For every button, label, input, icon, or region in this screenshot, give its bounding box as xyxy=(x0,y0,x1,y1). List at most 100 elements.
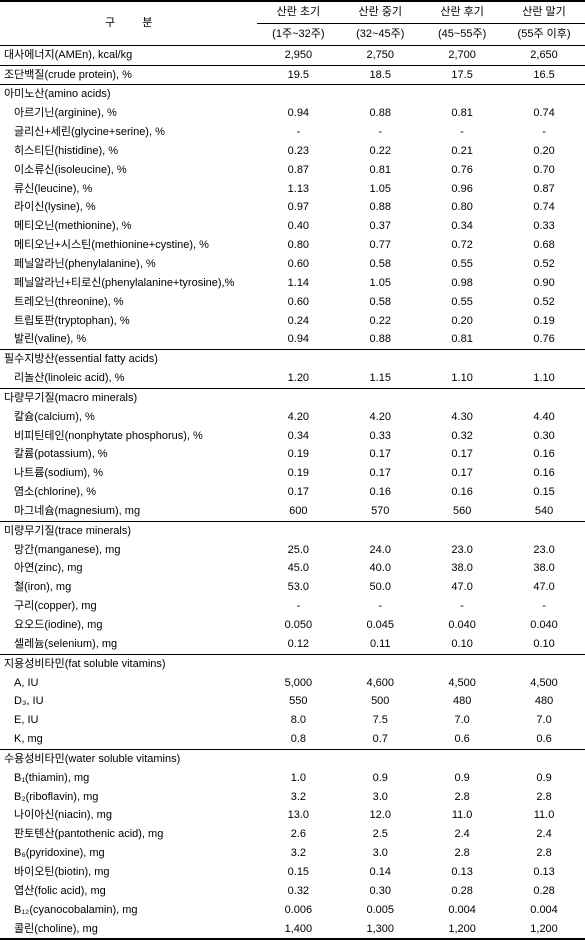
category-row: 미량무기질(trace minerals) xyxy=(0,521,585,540)
row-value: 3.2 xyxy=(257,844,339,863)
category-row: 필수지방산(essential fatty acids) xyxy=(0,350,585,369)
row-label: B₁(thiamin), mg xyxy=(0,769,257,788)
row-value: 0.96 xyxy=(421,180,503,199)
phase-title-1: 산란 중기 xyxy=(339,1,421,23)
row-value: 19.5 xyxy=(257,65,339,85)
table-row: 메티오닌+시스틴(methionine+cystine), %0.800.770… xyxy=(0,236,585,255)
row-label: E, IU xyxy=(0,711,257,730)
row-label: 조단백질(crude protein), % xyxy=(0,65,257,85)
row-value: - xyxy=(503,123,585,142)
table-row: 트립토판(tryptophan), %0.240.220.200.19 xyxy=(0,312,585,331)
row-label: 요오드(iodine), mg xyxy=(0,616,257,635)
row-value: 3.0 xyxy=(339,844,421,863)
row-value: 0.60 xyxy=(257,255,339,274)
row-label: 리놀산(linoleic acid), % xyxy=(0,369,257,388)
table-row: 나이아신(niacin), mg13.012.011.011.0 xyxy=(0,806,585,825)
row-value: 0.21 xyxy=(421,142,503,161)
row-label: 마그네슘(magnesium), mg xyxy=(0,502,257,521)
row-value: 0.32 xyxy=(421,427,503,446)
row-value: 1,200 xyxy=(421,920,503,940)
row-value: 0.004 xyxy=(503,901,585,920)
row-value: 0.6 xyxy=(421,730,503,749)
row-value: 0.20 xyxy=(503,142,585,161)
row-value: 0.050 xyxy=(257,616,339,635)
row-label: A, IU xyxy=(0,674,257,693)
row-value: 0.13 xyxy=(503,863,585,882)
row-label: B₂(riboflavin), mg xyxy=(0,788,257,807)
table-row: 칼륨(potassium), %0.190.170.170.16 xyxy=(0,445,585,464)
row-value: 0.87 xyxy=(257,161,339,180)
row-value: 2.8 xyxy=(421,844,503,863)
table-body: 대사에너지(AMEn), kcal/kg2,9502,7502,7002,650… xyxy=(0,45,585,939)
table-row: 페닐알라닌(phenylalanine), %0.600.580.550.52 xyxy=(0,255,585,274)
row-value: 0.74 xyxy=(503,104,585,123)
table-row: 발린(valine), %0.940.880.810.76 xyxy=(0,330,585,349)
category-label: 미량무기질(trace minerals) xyxy=(0,521,257,540)
row-value: 0.70 xyxy=(503,161,585,180)
table-row: 비피틴테인(nonphytate phosphorus), %0.340.330… xyxy=(0,427,585,446)
row-value: 23.0 xyxy=(503,541,585,560)
nutrition-table: 구 분 산란 초기 산란 중기 산란 후기 산란 말기 (1주~32주) (32… xyxy=(0,0,585,940)
row-value: 7.0 xyxy=(421,711,503,730)
phase-title-0: 산란 초기 xyxy=(257,1,339,23)
row-label: 트레오닌(threonine), % xyxy=(0,293,257,312)
table-row: 트레오닌(threonine), %0.600.580.550.52 xyxy=(0,293,585,312)
row-value: 0.81 xyxy=(339,161,421,180)
row-value: 2,650 xyxy=(503,45,585,65)
row-value: 12.0 xyxy=(339,806,421,825)
row-value: 0.76 xyxy=(503,330,585,349)
row-value: 0.88 xyxy=(339,104,421,123)
category-row: 지용성비타민(fat soluble vitamins) xyxy=(0,654,585,673)
table-row: 나트륨(sodium), %0.190.170.170.16 xyxy=(0,464,585,483)
row-value: 0.74 xyxy=(503,198,585,217)
row-value: 0.22 xyxy=(339,142,421,161)
row-value: 0.14 xyxy=(339,863,421,882)
row-value: 11.0 xyxy=(421,806,503,825)
row-value: 0.19 xyxy=(257,445,339,464)
row-value: 0.22 xyxy=(339,312,421,331)
row-value: 0.8 xyxy=(257,730,339,749)
row-value: 500 xyxy=(339,692,421,711)
table-row: 염소(chlorine), %0.170.160.160.15 xyxy=(0,483,585,502)
row-value: 47.0 xyxy=(503,578,585,597)
row-value: 1.13 xyxy=(257,180,339,199)
row-value: 1,300 xyxy=(339,920,421,940)
row-value: 0.16 xyxy=(503,445,585,464)
row-value: 0.16 xyxy=(421,483,503,502)
row-value: 45.0 xyxy=(257,559,339,578)
row-value: 0.30 xyxy=(339,882,421,901)
row-value: 0.32 xyxy=(257,882,339,901)
row-value: 1.15 xyxy=(339,369,421,388)
category-row: 수용성비타민(water soluble vitamins) xyxy=(0,749,585,768)
row-value: 2.6 xyxy=(257,825,339,844)
row-label: 트립토판(tryptophan), % xyxy=(0,312,257,331)
row-label: 철(iron), mg xyxy=(0,578,257,597)
category-label: 다량무기질(macro minerals) xyxy=(0,388,257,407)
row-label: B₁₂(cyanocobalamin), mg xyxy=(0,901,257,920)
row-value: 4.20 xyxy=(257,408,339,427)
row-value: 0.17 xyxy=(421,464,503,483)
row-value: 53.0 xyxy=(257,578,339,597)
row-value: 600 xyxy=(257,502,339,521)
row-value: - xyxy=(339,123,421,142)
row-value: 4.40 xyxy=(503,408,585,427)
row-label: 글리신+세린(glycine+serine), % xyxy=(0,123,257,142)
row-value: 13.0 xyxy=(257,806,339,825)
row-value: 4,500 xyxy=(503,674,585,693)
row-value: 4,600 xyxy=(339,674,421,693)
row-value: 0.20 xyxy=(421,312,503,331)
table-row: 철(iron), mg53.050.047.047.0 xyxy=(0,578,585,597)
row-value: 24.0 xyxy=(339,541,421,560)
table-row: 셀레늄(selenium), mg0.120.110.100.10 xyxy=(0,635,585,654)
row-value: 0.6 xyxy=(503,730,585,749)
row-value: 0.12 xyxy=(257,635,339,654)
row-value: 0.58 xyxy=(339,293,421,312)
row-value: 7.5 xyxy=(339,711,421,730)
table-row: 콜린(choline), mg1,4001,3001,2001,200 xyxy=(0,920,585,940)
row-label: 이소류신(isoleucine), % xyxy=(0,161,257,180)
row-value: 540 xyxy=(503,502,585,521)
table-row: B₆(pyridoxine), mg3.23.02.82.8 xyxy=(0,844,585,863)
row-value: 0.17 xyxy=(339,464,421,483)
phase-title-3: 산란 말기 xyxy=(503,1,585,23)
row-value: 0.16 xyxy=(503,464,585,483)
